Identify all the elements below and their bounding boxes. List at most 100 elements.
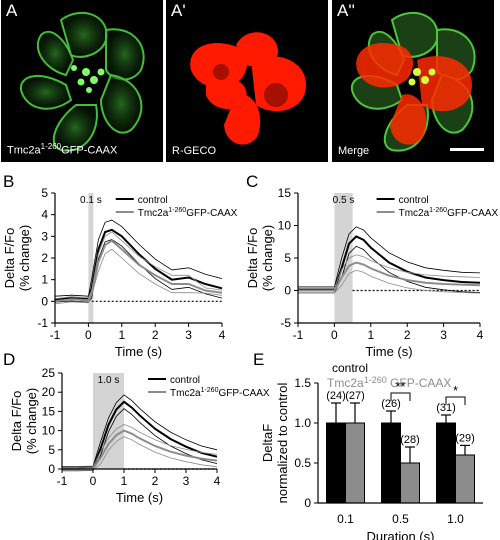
significance-marker: * — [453, 383, 458, 398]
x-tick-label: 4 — [214, 474, 221, 488]
y-tick-label: 0 — [304, 496, 311, 510]
gfp-image — [19, 11, 145, 152]
x-tick-label: 3 — [183, 474, 190, 488]
y-tick-label: 3 — [41, 229, 48, 243]
legend-label: control — [399, 195, 429, 206]
y-tick-label: -1 — [37, 316, 48, 330]
x-tick-label: -1 — [293, 328, 304, 342]
y-tick-label: 1 — [41, 273, 48, 287]
y-tick-label: 5 — [48, 443, 55, 457]
legend-label: Tmc2a1-260GFP-CAAX — [138, 207, 238, 219]
panel-label-a-double-prime: A'' — [337, 1, 355, 20]
series-tmc2a-sem-upper — [62, 424, 218, 468]
y-tick-label: 0 — [41, 294, 48, 308]
y-axis-label: Delta F/Fo(% change) — [2, 225, 32, 291]
x-tick-label: 0.5 — [392, 512, 409, 526]
x-tick-label: 1 — [118, 328, 125, 342]
y-tick-label: 5 — [284, 251, 291, 265]
x-axis-label: Time (s) — [365, 344, 412, 359]
x-tick-label: 3 — [440, 328, 447, 342]
series-control-sem-upper — [298, 226, 481, 288]
panel-label-b: B — [3, 172, 14, 191]
image-panel-rgeco: A' R-GECO — [166, 0, 328, 162]
series-tmc2a-sem-lower — [54, 248, 223, 305]
panel-caption-rgeco: R-GECO — [172, 145, 216, 157]
x-tick-label: 1 — [121, 474, 128, 488]
x-tick-label: 3 — [185, 328, 192, 342]
n-label: (27) — [345, 390, 365, 402]
bar-tmc2a — [345, 422, 365, 504]
bar-tmc2a — [455, 454, 475, 504]
panel-label-a: A — [6, 1, 18, 20]
n-label: (29) — [455, 432, 475, 444]
series-tmc2a-line — [298, 261, 481, 292]
significance-bracket — [390, 392, 411, 401]
series-tmc2a-sem-lower — [298, 269, 481, 294]
legend-label: Tmc2a1-260GFP-CAAX — [170, 387, 270, 399]
y-tick-label: 20 — [42, 385, 56, 399]
image-panel-gfp: A Tmc2a1-260GFP-CAAX — [1, 0, 163, 162]
panel-label-a-prime: A' — [171, 1, 186, 20]
legend-label: Tmc2a1-260GFP-CAAX — [399, 207, 499, 219]
scale-bar — [450, 148, 484, 151]
stimulus-window — [334, 193, 353, 323]
series-tmc2a-line — [62, 429, 218, 470]
panel-label-e: E — [253, 350, 264, 369]
x-axis-label: Duration (s) — [367, 529, 435, 540]
series-control-sem-upper — [62, 394, 218, 467]
series-control-sem-upper — [54, 219, 223, 297]
series-tmc2a-sem-lower — [62, 436, 218, 472]
x-axis-label: Time (s) — [116, 490, 163, 505]
stimulus-window — [88, 193, 94, 323]
x-tick-label: 1 — [367, 328, 374, 342]
significance-bracket — [445, 396, 466, 405]
bar-control — [381, 422, 401, 504]
n-label: (31) — [436, 402, 456, 414]
x-tick-label: -1 — [50, 328, 61, 342]
series-control-line — [298, 235, 481, 291]
stimulus-label: 1.0 s — [98, 375, 120, 386]
y-axis-label: DeltaFnormalized to control — [260, 383, 290, 504]
y-tick-label: 15 — [278, 186, 292, 200]
legend-label-control: control — [332, 361, 368, 375]
y-tick-label: 10 — [278, 219, 292, 233]
series-tmc2a-line — [54, 239, 223, 303]
bar-control — [326, 422, 346, 504]
x-tick-label: 0.1 — [337, 512, 354, 526]
rgeco-image — [190, 32, 306, 145]
x-tick-label: 2 — [152, 474, 159, 488]
x-tick-label: 0 — [331, 328, 338, 342]
x-tick-label: 2 — [152, 328, 159, 342]
legend-label: control — [170, 375, 200, 386]
series-tmc2a-sem-upper — [54, 231, 223, 300]
y-tick-label: 1.0 — [294, 416, 311, 430]
y-tick-label: 10 — [42, 424, 56, 438]
series-tmc2a-sem-upper — [298, 254, 481, 289]
y-tick-label: 1.5 — [294, 376, 311, 390]
n-label: (28) — [400, 434, 420, 446]
x-tick-label: 2 — [404, 328, 411, 342]
panel-label-d: D — [3, 350, 15, 369]
x-axis-label: Time (s) — [115, 344, 162, 359]
panel-b: B 0.1 s -1 0 1 2 3 4 -1 0 1 2 3 4 5 Time (s) Delta F/Fo(… — [2, 172, 238, 359]
stimulus-label: 0.5 s — [333, 195, 355, 206]
x-tick-label: 4 — [219, 328, 226, 342]
y-tick-label: 0 — [284, 284, 291, 298]
significance-marker: ** — [395, 379, 405, 394]
legend-label-tmc: Tmc2a1-260 GFP-CAAX — [327, 375, 451, 390]
n-label: (24) — [326, 390, 346, 402]
panel-caption-gfp: Tmc2a1-260GFP-CAAX — [7, 142, 118, 157]
series-control-sem-lower — [298, 245, 481, 294]
x-tick-label: 4 — [477, 328, 484, 342]
panel-label-c: C — [246, 172, 258, 191]
series-control-sem-lower — [62, 408, 218, 472]
panel-caption-merge: Merge — [338, 145, 370, 157]
y-tick-label: 0.5 — [294, 456, 311, 470]
y-tick-label: 4 — [41, 208, 48, 222]
bar-tmc2a — [400, 462, 420, 504]
merge-image — [350, 11, 476, 152]
panel-c: C 0.5 s -1 0 1 2 3 4 -5 0 5 10 15 Time (s) Delta F/Fo(… — [245, 172, 499, 359]
y-tick-label: 2 — [41, 251, 48, 265]
